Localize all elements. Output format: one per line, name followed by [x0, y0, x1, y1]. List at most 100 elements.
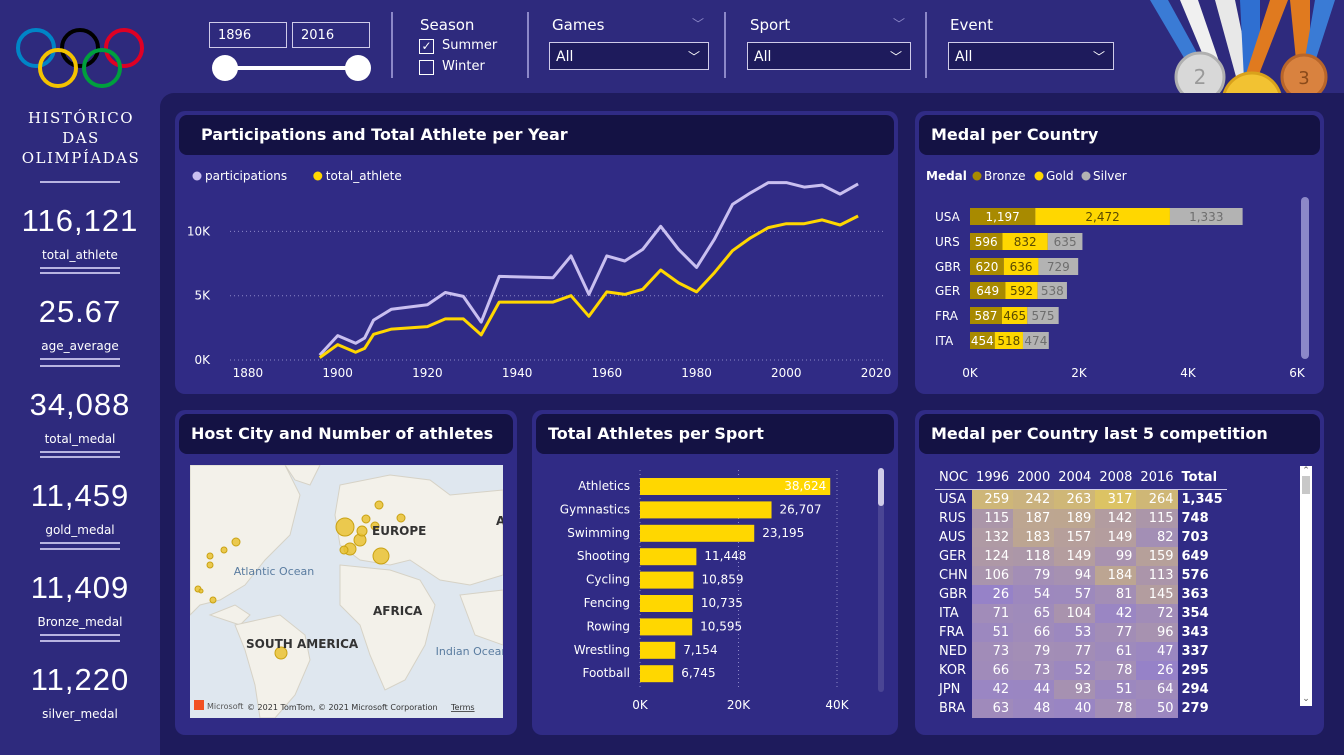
medal-cell: 99 — [1095, 547, 1137, 566]
total-cell: 576 — [1181, 568, 1209, 583]
bar-gold[interactable] — [1003, 258, 1039, 275]
table-row[interactable]: ITA 71 65 104 42 72 354 — [935, 604, 1227, 623]
bar[interactable] — [640, 524, 755, 542]
kpi-value: 25.67 — [38, 294, 122, 329]
bar-silver[interactable] — [1169, 208, 1243, 225]
x-tick-label: 20K — [727, 698, 751, 712]
column-header[interactable]: Total — [1177, 465, 1227, 490]
kpi-divider — [40, 634, 120, 636]
category-label: FRA — [935, 309, 959, 323]
summer-checkbox[interactable]: ✓ — [419, 39, 434, 54]
sport-dropdown-value: All — [754, 49, 772, 65]
scroll-down-icon[interactable]: ⌄ — [1302, 694, 1310, 704]
bar-silver[interactable] — [1047, 233, 1083, 250]
medal-cell: 189 — [1054, 509, 1096, 528]
bar-bronze[interactable] — [970, 332, 995, 349]
last5-title: Medal per Country last 5 competition — [919, 414, 1320, 454]
table-row[interactable]: FRA 51 66 53 77 96 343 — [935, 623, 1227, 642]
bar-bronze[interactable] — [970, 307, 1002, 324]
sport-chart-title: Total Athletes per Sport — [536, 414, 894, 454]
table-row[interactable]: JPN 42 44 93 51 64 294 — [935, 680, 1227, 699]
medal-cell: 63 — [972, 699, 1014, 718]
year-from-input[interactable]: 1896 — [209, 22, 287, 48]
winter-checkbox[interactable] — [419, 60, 434, 75]
scroll-up-icon[interactable]: ⌃ — [1302, 466, 1310, 476]
medal-cell: 66 — [972, 661, 1014, 680]
medal-cell: 96 — [1136, 623, 1178, 642]
app-title: HISTÓRICO DAS OLIMPÍADAS — [10, 108, 152, 168]
bar-gold[interactable] — [1001, 307, 1028, 324]
sport-dropdown[interactable]: All ﹀ — [747, 42, 911, 70]
table-row[interactable]: USA 259 242 263 317 264 1,345 — [935, 489, 1227, 509]
bar-silver[interactable] — [1022, 332, 1049, 349]
bar-bronze[interactable] — [970, 282, 1006, 299]
summer-option-label: Summer — [442, 38, 498, 53]
bar-silver[interactable] — [1037, 282, 1067, 299]
bar-silver[interactable] — [1027, 307, 1059, 324]
map-title: Host City and Number of athletes — [179, 414, 513, 454]
bar-bronze[interactable] — [970, 233, 1003, 250]
medal-cell: 157 — [1054, 528, 1096, 547]
column-header[interactable]: 2008 — [1095, 465, 1137, 490]
bar-gold[interactable] — [1035, 208, 1170, 225]
kpi-divider — [40, 542, 120, 544]
column-header[interactable]: 2004 — [1054, 465, 1096, 490]
table-scrollbar[interactable]: ⌃ ⌄ — [1300, 466, 1312, 706]
host-city-map[interactable]: EUROPE Atlantic Ocean AFRICA SOUTH AMERI… — [190, 465, 503, 718]
table-row[interactable]: RUS 115 187 189 142 115 748 — [935, 509, 1227, 528]
total-cell: 295 — [1181, 663, 1209, 678]
sport-chart-scrollbar[interactable] — [878, 468, 884, 692]
column-header[interactable]: 1996 — [972, 465, 1014, 490]
table-row[interactable]: AUS 132 183 157 149 82 703 — [935, 528, 1227, 547]
bar-value-label: 10,595 — [700, 619, 742, 633]
bar[interactable] — [640, 595, 693, 612]
bar[interactable] — [640, 548, 697, 566]
bar[interactable] — [640, 478, 831, 495]
event-dropdown[interactable]: All ﹀ — [948, 42, 1114, 70]
bar-gold[interactable] — [994, 332, 1023, 349]
bar-value-label: 11,448 — [704, 549, 746, 563]
games-dropdown-value: All — [556, 49, 574, 65]
bar-gold[interactable] — [1002, 233, 1048, 250]
bar[interactable] — [640, 618, 693, 636]
year-slider-start-handle[interactable] — [212, 55, 238, 81]
table-row[interactable]: GBR 26 54 57 81 145 363 — [935, 585, 1227, 604]
year-slider-end-handle[interactable] — [345, 55, 371, 81]
category-label: Wrestling — [574, 643, 630, 657]
games-dropdown[interactable]: All ﹀ — [549, 42, 709, 70]
bar-bronze[interactable] — [970, 258, 1004, 275]
medal-chart-scrollbar[interactable] — [1301, 197, 1309, 359]
category-label: Cycling — [586, 573, 630, 587]
bar-silver[interactable] — [1038, 258, 1079, 275]
column-header[interactable]: 2016 — [1136, 465, 1178, 490]
map-terms-link[interactable]: Terms — [450, 703, 475, 712]
bar-value-label: 832 — [1014, 235, 1037, 249]
column-header[interactable]: NOC — [935, 465, 973, 490]
participations-line-chart: participations total_athlete 0K 5K 10K 1880 19… — [187, 169, 891, 380]
scrollbar-thumb[interactable] — [1302, 476, 1310, 494]
table-row[interactable]: BRA 63 48 40 78 50 279 — [935, 699, 1227, 718]
svg-text:2: 2 — [1194, 65, 1207, 89]
table-row[interactable]: CHN 106 79 94 184 113 576 — [935, 566, 1227, 585]
table-row[interactable]: KOR 66 73 52 78 26 295 — [935, 661, 1227, 680]
table-row[interactable]: GER 124 118 149 99 159 649 — [935, 547, 1227, 566]
kpi-value: 11,409 — [30, 570, 130, 605]
bar[interactable] — [640, 641, 676, 659]
scrollbar-thumb[interactable] — [878, 468, 884, 506]
column-header[interactable]: 2000 — [1013, 465, 1055, 490]
bar[interactable] — [640, 501, 772, 519]
legend-title: Medal — [926, 169, 967, 183]
bar[interactable] — [640, 665, 674, 683]
total-cell: 279 — [1181, 701, 1209, 716]
table-row[interactable]: NED 73 79 77 61 47 337 — [935, 642, 1227, 661]
year-to-input[interactable]: 2016 — [292, 22, 370, 48]
bar-bronze[interactable] — [970, 208, 1036, 225]
x-tick-label: 1920 — [412, 366, 443, 380]
bar[interactable] — [640, 571, 694, 589]
bar-gold[interactable] — [1005, 282, 1038, 299]
medal-cell: 79 — [1013, 642, 1055, 661]
noc-cell: GER — [939, 549, 967, 564]
medal-per-country-chart: Medal Bronze Gold Silver USA 1,197 2,472 1,333 U… — [926, 169, 1306, 380]
season-label: Season — [420, 16, 475, 34]
year-slider-track[interactable] — [224, 66, 358, 70]
